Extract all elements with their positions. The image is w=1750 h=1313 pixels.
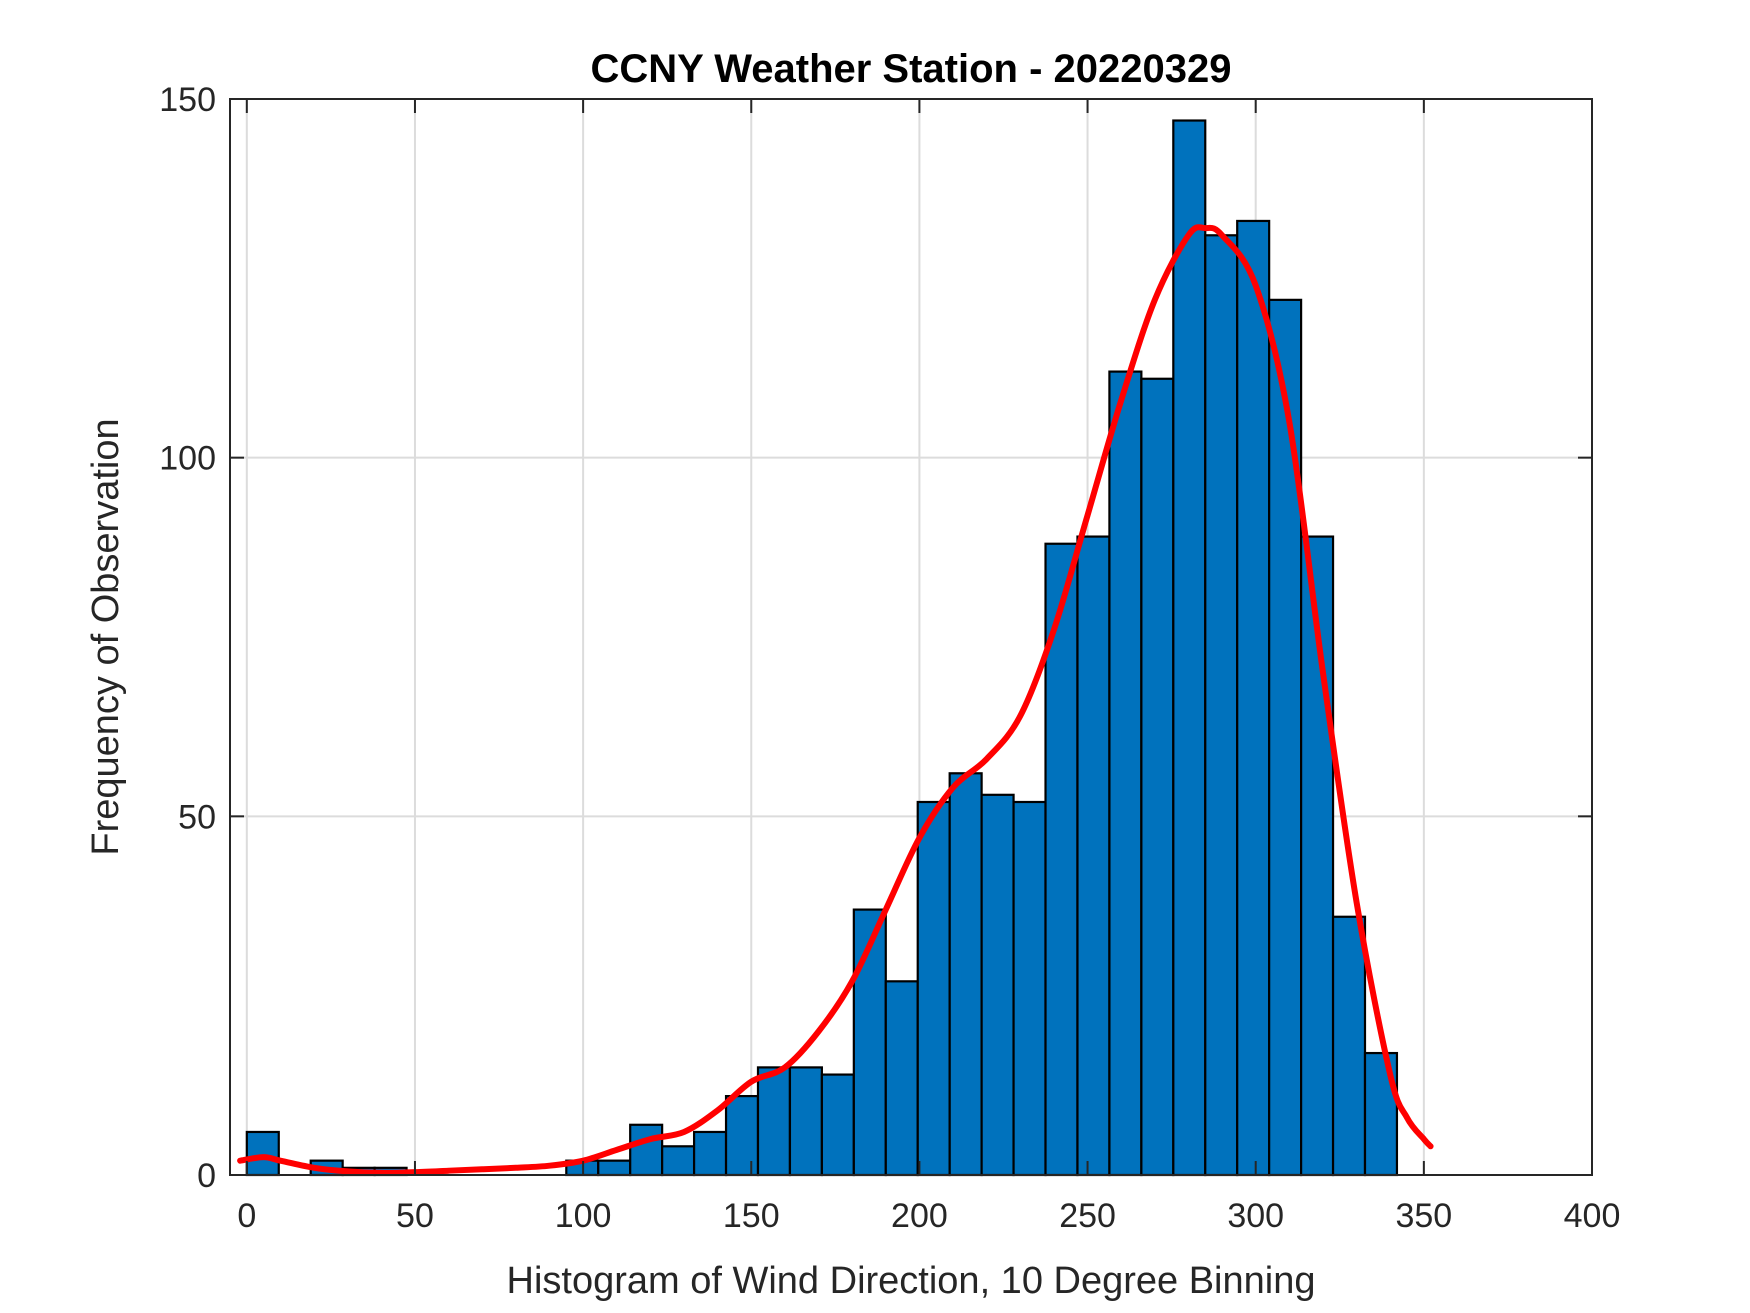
y-tick-label: 0 [197, 1157, 216, 1195]
x-axis-title: Histogram of Wind Direction, 10 Degree B… [507, 1260, 1316, 1302]
histogram-bar [1012, 800, 1047, 1177]
histogram-bar [629, 1123, 664, 1177]
histogram-bar [724, 1094, 760, 1177]
histogram-bar [1268, 298, 1303, 1177]
y-tick-label: 50 [178, 798, 216, 836]
histogram-bar [884, 980, 919, 1177]
axis-ticks [230, 98, 1593, 1176]
histogram-bar [1076, 535, 1111, 1177]
x-tick-label: 300 [1227, 1197, 1284, 1235]
histogram-bar [788, 1066, 823, 1177]
x-tick-label: 400 [1564, 1197, 1621, 1235]
fit-curve [237, 224, 1434, 1176]
histogram-bar [756, 1066, 792, 1177]
y-tick-labels: 0 50 100 150 [159, 81, 216, 1195]
x-tick-label: 50 [396, 1197, 434, 1235]
x-tick-label: 150 [723, 1197, 780, 1235]
histogram-bar [1204, 234, 1239, 1177]
histogram-bar [916, 800, 951, 1177]
histogram-bar [1108, 370, 1143, 1177]
x-tick-label: 100 [555, 1197, 612, 1235]
x-tick-label: 200 [891, 1197, 948, 1235]
histogram-bar [1172, 119, 1207, 1177]
histogram-bar [245, 1130, 280, 1177]
histogram-bar [1044, 542, 1079, 1177]
x-tick-label: 350 [1395, 1197, 1452, 1235]
histogram-bar [820, 1073, 855, 1177]
y-tick-label: 100 [159, 440, 216, 478]
histogram-bar [597, 1159, 632, 1177]
plot-frame [229, 98, 1593, 1176]
histogram-bar [1331, 915, 1367, 1177]
y-tick-label: 150 [159, 81, 216, 119]
histogram-bar [1140, 377, 1175, 1177]
histogram-bar [852, 908, 887, 1177]
x-tick-label: 0 [237, 1197, 256, 1235]
histogram-bar [1236, 219, 1271, 1177]
x-tick-labels: 0 50 100 150 200 250 300 350 400 [237, 1197, 1620, 1235]
histogram-bar [948, 772, 983, 1177]
histogram-bar [661, 1145, 696, 1177]
chart-title: CCNY Weather Station - 20220329 [591, 47, 1232, 91]
x-tick-label: 250 [1059, 1197, 1116, 1235]
histogram-bar [980, 793, 1015, 1177]
histogram-bar [692, 1130, 728, 1177]
y-axis-title: Frequency of Observation [85, 418, 127, 855]
